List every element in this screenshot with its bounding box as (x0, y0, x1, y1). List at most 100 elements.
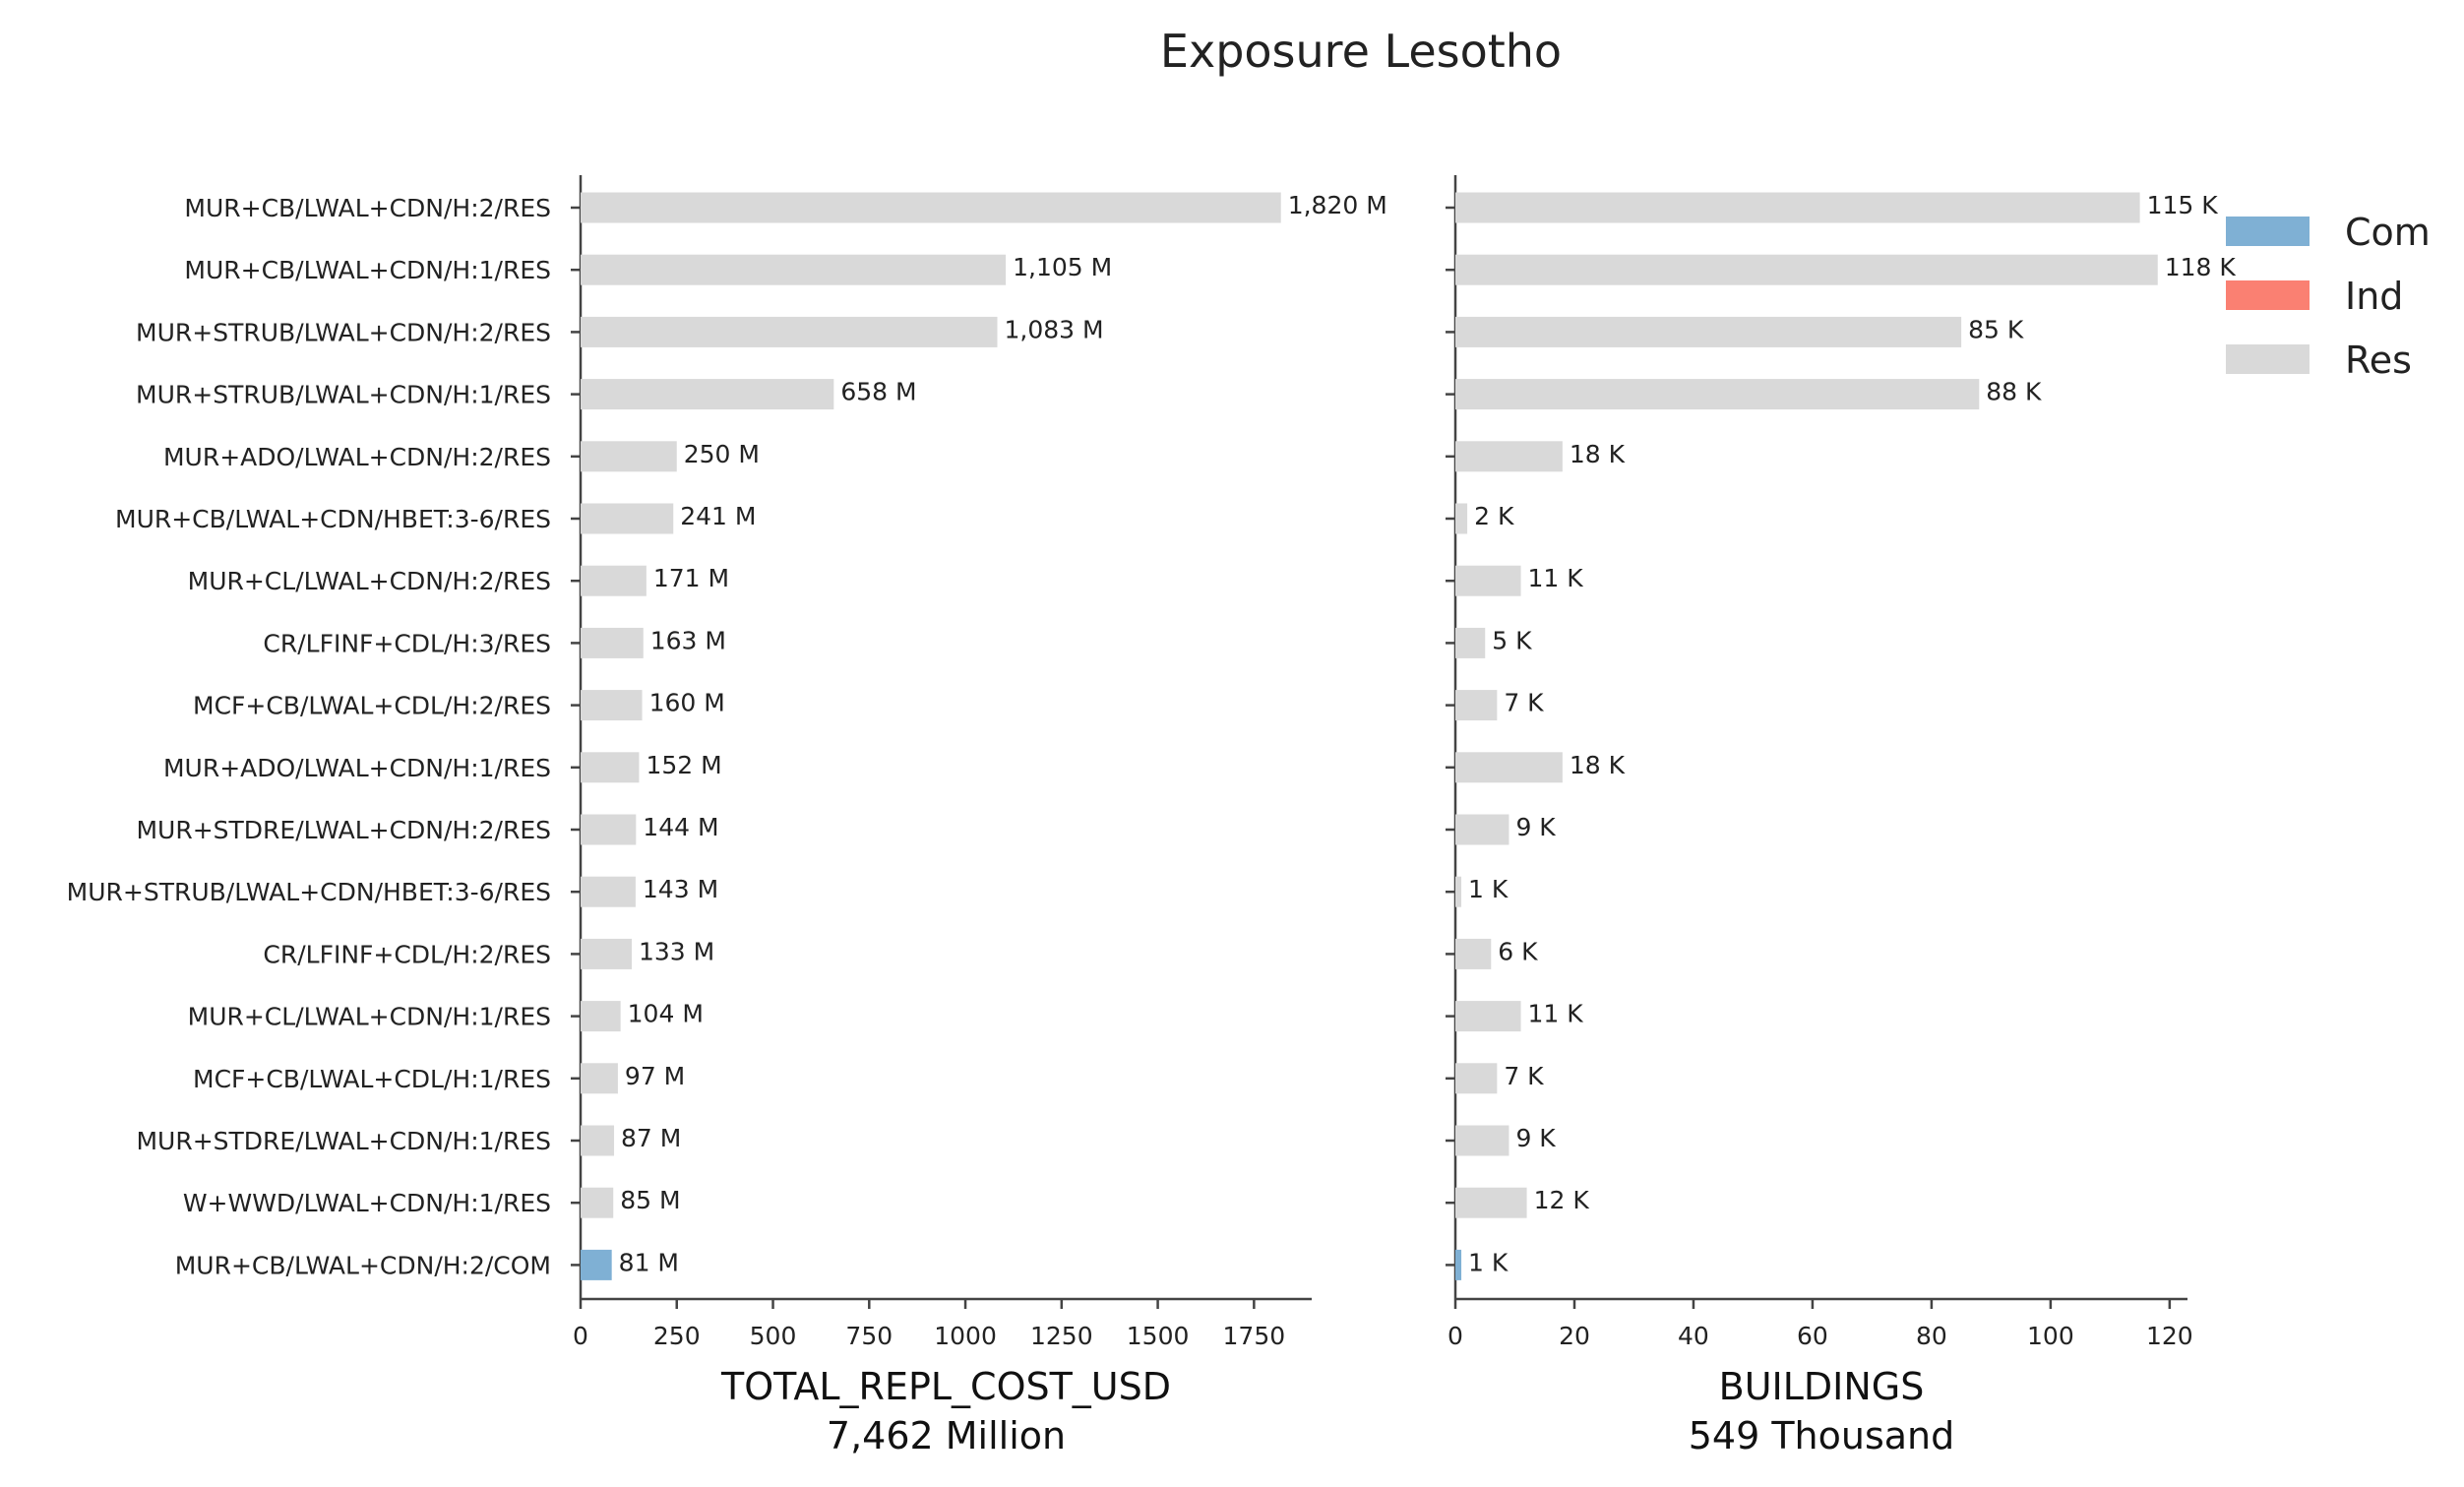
bar (1455, 379, 1980, 410)
data-label: 9 K (1515, 1124, 1556, 1152)
data-label: 2 K (1474, 502, 1514, 530)
category-label: MUR+STDRE/LWAL+CDN/H:1/RES (136, 1127, 551, 1155)
x-tick-label: 1250 (1030, 1322, 1093, 1350)
category-label: MCF+CB/LWAL+CDL/H:2/RES (193, 692, 551, 720)
x-axis-sublabel: 549 Thousand (1689, 1414, 1955, 1457)
x-tick-label: 1750 (1223, 1322, 1286, 1350)
category-label: MUR+ADO/LWAL+CDN/H:2/RES (163, 443, 551, 471)
x-tick-label: 1500 (1127, 1322, 1190, 1350)
category-label: MUR+STRUB/LWAL+CDN/H:1/RES (136, 381, 551, 409)
data-label: 163 M (650, 626, 726, 654)
data-label: 97 M (625, 1062, 685, 1090)
bar (581, 690, 643, 721)
x-tick-label: 1000 (934, 1322, 997, 1350)
x-tick-label: 100 (2027, 1322, 2074, 1350)
data-label: 241 M (680, 502, 756, 530)
data-label: 152 M (646, 751, 721, 779)
legend-label: Com (2345, 211, 2431, 254)
data-label: 160 M (649, 689, 725, 717)
legend-label: Res (2345, 339, 2412, 382)
data-label: 18 K (1570, 751, 1626, 779)
bar (1455, 938, 1492, 969)
bar (1455, 254, 2158, 285)
legend-swatch (2226, 217, 2310, 246)
bar (581, 1187, 614, 1218)
category-label: MUR+CB/LWAL+CDN/H:1/RES (184, 256, 551, 284)
bar (581, 627, 644, 658)
x-tick-label: 500 (750, 1322, 797, 1350)
data-label: 85 M (620, 1186, 680, 1214)
bar (1455, 192, 2140, 223)
x-tick-label: 0 (573, 1322, 588, 1350)
data-label: 87 M (621, 1124, 681, 1152)
x-tick-label: 750 (845, 1322, 893, 1350)
category-label: MUR+CB/LWAL+CDN/HBET:3-6/RES (115, 505, 551, 533)
x-axis-label: BUILDINGS (1719, 1365, 1925, 1408)
category-label: MUR+STRUB/LWAL+CDN/HBET:3-6/RES (67, 878, 551, 906)
data-label: 5 K (1492, 626, 1532, 654)
category-label: MUR+STRUB/LWAL+CDN/H:2/RES (136, 318, 551, 346)
bar (1455, 690, 1498, 721)
bar (581, 316, 998, 347)
data-label: 133 M (639, 937, 714, 965)
data-label: 144 M (643, 813, 718, 841)
data-label: 250 M (684, 440, 760, 468)
chart-legend: Com Ind Res (2226, 211, 2431, 382)
category-label: CR/LFINF+CDL/H:3/RES (263, 629, 551, 657)
data-label: 6 K (1498, 937, 1538, 965)
bar (1455, 503, 1468, 534)
data-label: 171 M (653, 564, 729, 592)
category-label: MUR+CL/LWAL+CDN/H:1/RES (188, 1003, 551, 1031)
data-label: 12 K (1534, 1186, 1590, 1214)
bar (1455, 1249, 1462, 1280)
bar (581, 503, 674, 534)
data-label: 143 M (643, 875, 718, 903)
legend-swatch (2226, 280, 2310, 310)
category-label: MCF+CB/LWAL+CDL/H:1/RES (193, 1065, 551, 1093)
data-label: 85 K (1968, 315, 2024, 343)
bar (1455, 316, 1962, 347)
data-label: 1,820 M (1288, 191, 1387, 219)
legend-label: Ind (2345, 275, 2403, 318)
bar (581, 876, 636, 907)
legend-item-res: Res (2226, 339, 2412, 382)
bar (1455, 1001, 1521, 1032)
bar (581, 938, 633, 969)
category-label: MUR+CB/LWAL+CDN/H:2/RES (184, 194, 551, 222)
x-tick-label: 0 (1448, 1322, 1463, 1350)
bar (1455, 565, 1521, 596)
bar (1455, 876, 1462, 907)
chart-panels: MUR+CB/LWAL+CDN/H:2/RES 1,820 M MUR+CB/LWA… (67, 175, 2236, 1457)
bar (581, 1001, 621, 1032)
x-tick-label: 250 (653, 1322, 701, 1350)
data-label: 1 K (1468, 1248, 1509, 1276)
data-label: 11 K (1528, 564, 1584, 592)
bar (1455, 1187, 1527, 1218)
x-tick-label: 40 (1678, 1322, 1709, 1350)
x-tick-label: 20 (1559, 1322, 1590, 1350)
category-label: W+WWD/LWAL+CDN/H:1/RES (183, 1189, 551, 1217)
bar (581, 1063, 618, 1094)
category-label: MUR+CL/LWAL+CDN/H:2/RES (188, 567, 551, 595)
bar (581, 565, 647, 596)
bar (1455, 814, 1509, 845)
chart-title: Exposure Lesotho (1160, 25, 1562, 78)
x-axis-label: TOTAL_REPL_COST_USD (720, 1365, 1171, 1408)
bar (581, 814, 637, 845)
data-label: 658 M (840, 378, 916, 406)
legend-swatch (2226, 344, 2310, 374)
bar (581, 1249, 612, 1280)
data-label: 88 K (1986, 378, 2042, 406)
category-label: MUR+CB/LWAL+CDN/H:2/COM (175, 1251, 551, 1279)
data-label: 1,105 M (1013, 253, 1112, 281)
x-tick-label: 120 (2146, 1322, 2193, 1350)
bar (581, 1125, 615, 1156)
bar (581, 441, 677, 472)
data-label: 104 M (628, 1000, 704, 1028)
x-tick-label: 80 (1916, 1322, 1947, 1350)
data-label: 9 K (1515, 813, 1556, 841)
bar (1455, 1063, 1498, 1094)
category-label: MUR+STDRE/LWAL+CDN/H:2/RES (136, 816, 551, 844)
data-label: 1,083 M (1005, 315, 1104, 343)
